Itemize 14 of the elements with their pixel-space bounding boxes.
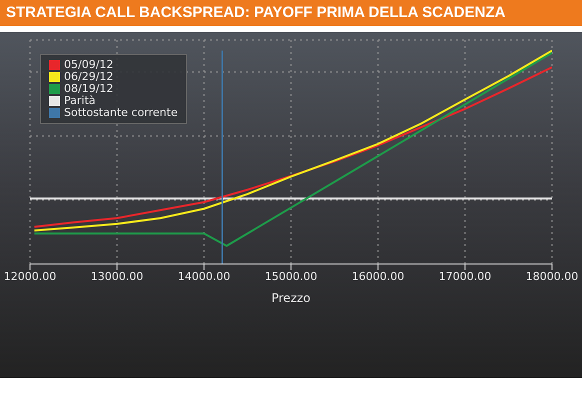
- x-tick-label: 15000.00: [264, 270, 318, 283]
- chart-title: STRATEGIA CALL BACKSPREAD: PAYOFF PRIMA DELLA SCADENZA: [0, 0, 582, 26]
- legend-label: 06/29/12: [63, 70, 114, 83]
- x-tick-label: 13000.00: [90, 270, 144, 283]
- legend-label: 08/19/12: [63, 82, 114, 95]
- x-tick-label: 12000.00: [4, 270, 56, 283]
- x-tick-label: 18000.00: [526, 270, 578, 283]
- legend-label: Sottostante corrente: [63, 106, 178, 119]
- x-tick-label: 14000.00: [178, 270, 230, 283]
- legend-label: Parità: [63, 94, 97, 107]
- x-tick-label: 17000.00: [438, 270, 492, 283]
- x-tick-label: 16000.00: [352, 270, 404, 283]
- x-axis-title: Prezzo: [271, 291, 311, 305]
- legend-label: 05/09/12: [63, 58, 114, 71]
